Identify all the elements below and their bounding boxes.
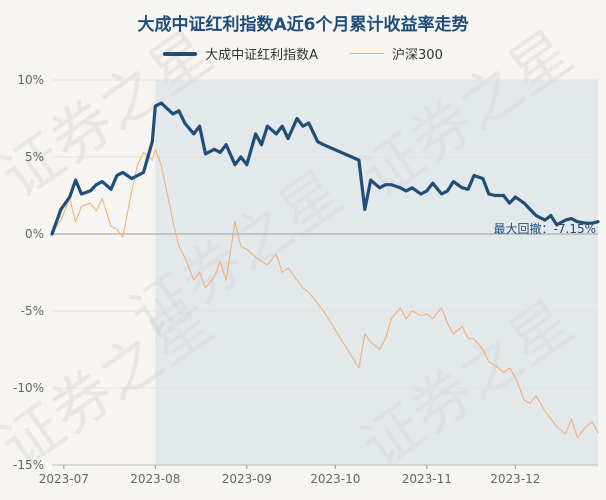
index-series-line <box>51 148 599 438</box>
y-tick-label: 10% <box>17 73 44 87</box>
annot-layer: 最大回撤：-7.15% <box>494 221 596 236</box>
x-tick-label: 2023-10 <box>310 472 360 486</box>
x-tick-label: 2023-08 <box>130 472 180 486</box>
legend-swatch-fund <box>163 51 198 56</box>
y-tick-label: 0% <box>25 227 44 241</box>
y-tick-label: -15% <box>13 458 44 472</box>
axis-layer: 10% 5% 0% -5% -10% -15%2023-07 2023-08 2023-09 2… <box>13 73 598 486</box>
legend-label-fund: 大成中证红利指数A <box>205 48 319 63</box>
y-tick-label: 5% <box>25 150 44 164</box>
x-tick-label: 2023-12 <box>490 472 540 486</box>
legend-item-fund[interactable]: 大成中证红利指数A <box>163 44 318 63</box>
drawdown-layer <box>155 80 598 465</box>
legend: 大成中证红利指数A 沪深300 <box>0 44 606 63</box>
y-tick-label: -10% <box>13 381 44 395</box>
chart-title: 大成中证红利指数A近6个月累计收益率走势 <box>137 15 469 35</box>
legend-swatch-index <box>350 53 385 54</box>
x-tick-label: 2023-07 <box>39 472 89 486</box>
legend-item-index[interactable]: 沪深300 <box>350 44 443 63</box>
fund-series-line <box>50 101 600 236</box>
drawdown-region <box>155 80 598 465</box>
max-drawdown-label: 最大回撤：-7.15% <box>494 221 596 236</box>
x-tick-label: 2023-09 <box>222 472 272 486</box>
series-layer <box>50 101 600 438</box>
y-tick-label: -5% <box>21 304 44 318</box>
legend-label-index: 沪深300 <box>392 48 443 63</box>
x-tick-label: 2023-11 <box>402 472 452 486</box>
